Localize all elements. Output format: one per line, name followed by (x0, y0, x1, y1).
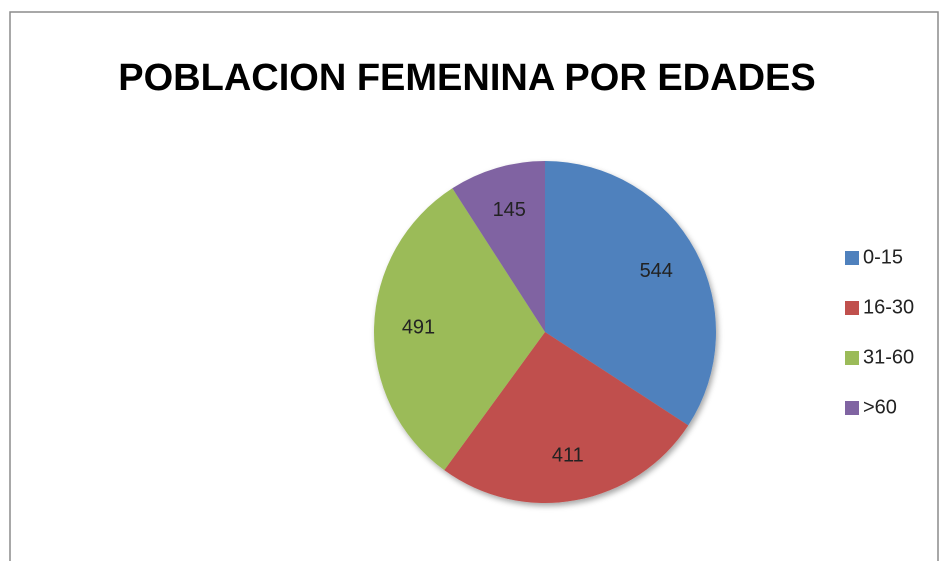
data-label: 411 (552, 445, 584, 467)
data-label: 544 (640, 260, 673, 282)
chart-title: POBLACION FEMENINA POR EDADES (118, 57, 815, 99)
data-label: 491 (402, 317, 435, 339)
legend-label: 0-15 (863, 246, 903, 268)
pie (374, 161, 716, 503)
legend-label: >60 (863, 396, 897, 418)
legend-label: 31-60 (863, 346, 914, 368)
legend-swatch (845, 251, 859, 265)
legend-label: 16-30 (863, 296, 914, 318)
pie-slice (452, 161, 545, 332)
chart-frame (9, 11, 939, 561)
legend-swatch (845, 351, 859, 365)
legend-swatch (845, 301, 859, 315)
pie-slice (444, 332, 689, 503)
pie-slice (374, 188, 545, 471)
legend-swatch (845, 401, 859, 415)
pie-slice (545, 161, 716, 426)
data-label: 145 (493, 199, 526, 221)
